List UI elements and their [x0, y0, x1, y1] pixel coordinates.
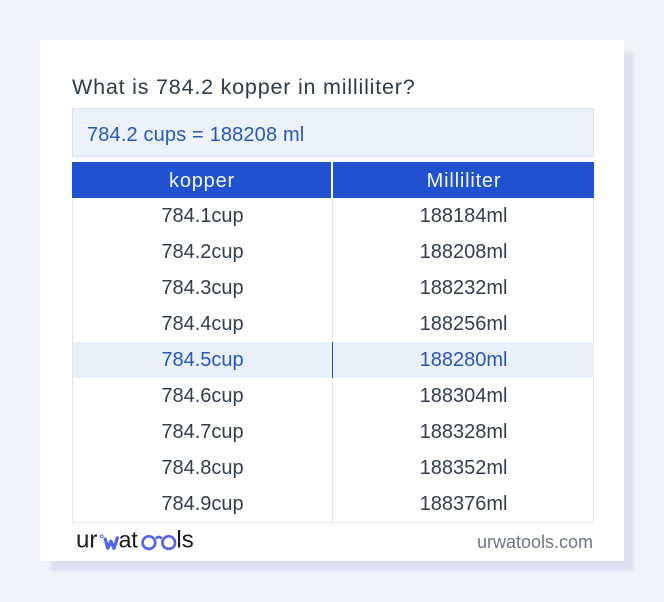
svg-text:at: at: [119, 527, 139, 553]
svg-text:ur: ur: [76, 527, 97, 554]
svg-text:ls: ls: [176, 527, 193, 554]
